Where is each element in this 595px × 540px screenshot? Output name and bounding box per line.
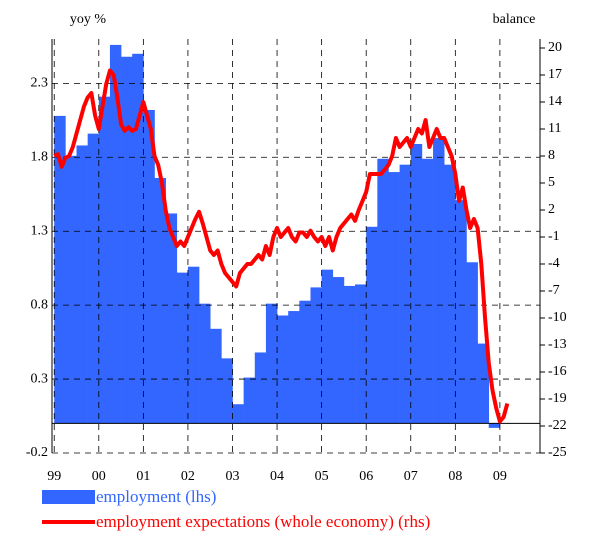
y2-tick-label: -7 xyxy=(548,283,560,298)
y2-tick-label: 11 xyxy=(548,121,561,136)
y2-tick-label: 8 xyxy=(548,148,555,163)
y2-tick-label: -25 xyxy=(548,445,567,460)
bar xyxy=(265,303,278,424)
x-tick-label: 07 xyxy=(404,469,418,484)
bar xyxy=(455,200,467,424)
bar xyxy=(477,343,490,424)
y2-axis-label: balance xyxy=(493,12,536,27)
bar xyxy=(210,328,222,424)
bar xyxy=(232,404,244,424)
bar xyxy=(299,300,311,424)
x-tick-label: 03 xyxy=(225,469,239,484)
y-tick-label: 2.3 xyxy=(31,76,49,91)
bar xyxy=(199,303,211,424)
bar xyxy=(388,172,400,424)
x-tick-label: 00 xyxy=(92,469,106,484)
bar xyxy=(421,158,434,424)
legend-label: employment expectations (whole economy) … xyxy=(96,512,430,531)
y-tick-label: -0.2 xyxy=(26,445,48,460)
y2-tick-label: 17 xyxy=(548,67,562,82)
bar xyxy=(221,358,233,424)
x-tick-label: 04 xyxy=(270,469,284,484)
y-axis-label: yoy % xyxy=(70,12,107,27)
x-tick-label: 01 xyxy=(136,469,150,484)
bar xyxy=(321,269,334,424)
y2-tick-label: 20 xyxy=(548,40,562,55)
y2-tick-label: -13 xyxy=(548,337,567,352)
y2-tick-label: -16 xyxy=(548,364,567,379)
bar xyxy=(377,158,389,424)
bar xyxy=(65,155,77,424)
bar xyxy=(466,262,478,424)
bar xyxy=(410,143,423,424)
x-tick-label: 99 xyxy=(47,469,61,484)
bar xyxy=(87,133,100,424)
y2-tick-label: -1 xyxy=(548,229,560,244)
bar xyxy=(109,44,122,424)
bar xyxy=(288,311,300,424)
bar xyxy=(132,53,144,424)
bar xyxy=(154,177,166,424)
y-tick-label: 1.8 xyxy=(31,150,49,165)
bar xyxy=(444,164,456,424)
y-tick-label: 1.3 xyxy=(31,223,49,238)
bar xyxy=(277,315,289,424)
plot-area xyxy=(54,44,501,428)
bar xyxy=(433,138,445,424)
bar xyxy=(176,272,189,424)
bar xyxy=(343,285,356,424)
bar xyxy=(187,266,200,424)
y2-tick-label: 14 xyxy=(548,94,562,109)
bar xyxy=(488,423,501,428)
bar xyxy=(366,226,378,424)
bar xyxy=(332,277,345,424)
legend-swatch-bar xyxy=(42,490,95,504)
legend-label: employment (lhs) xyxy=(96,487,216,506)
x-tick-label: 09 xyxy=(493,469,507,484)
bar xyxy=(355,284,367,424)
bar xyxy=(310,287,322,424)
y2-tick-label: -4 xyxy=(548,256,560,271)
y2-tick-label: 5 xyxy=(548,175,555,190)
bar xyxy=(399,164,412,424)
x-tick-label: 02 xyxy=(181,469,195,484)
bar xyxy=(254,352,267,424)
line xyxy=(53,68,510,424)
bar xyxy=(121,56,133,424)
bar xyxy=(54,115,66,424)
bar xyxy=(143,109,155,424)
y2-tick-label: 2 xyxy=(548,202,555,217)
y-tick-label: 0.3 xyxy=(31,371,49,386)
x-tick-label: 05 xyxy=(315,469,329,484)
bar xyxy=(98,96,111,424)
x-tick-label: 08 xyxy=(448,469,462,484)
y2-tick-label: -19 xyxy=(548,391,567,406)
bar xyxy=(243,377,256,424)
y2-tick-label: -10 xyxy=(548,310,567,325)
bar xyxy=(165,213,178,424)
bar xyxy=(76,145,88,424)
y-tick-label: 0.8 xyxy=(31,297,49,312)
y2-tick-label: -22 xyxy=(548,418,567,433)
x-tick-label: 06 xyxy=(359,469,373,484)
